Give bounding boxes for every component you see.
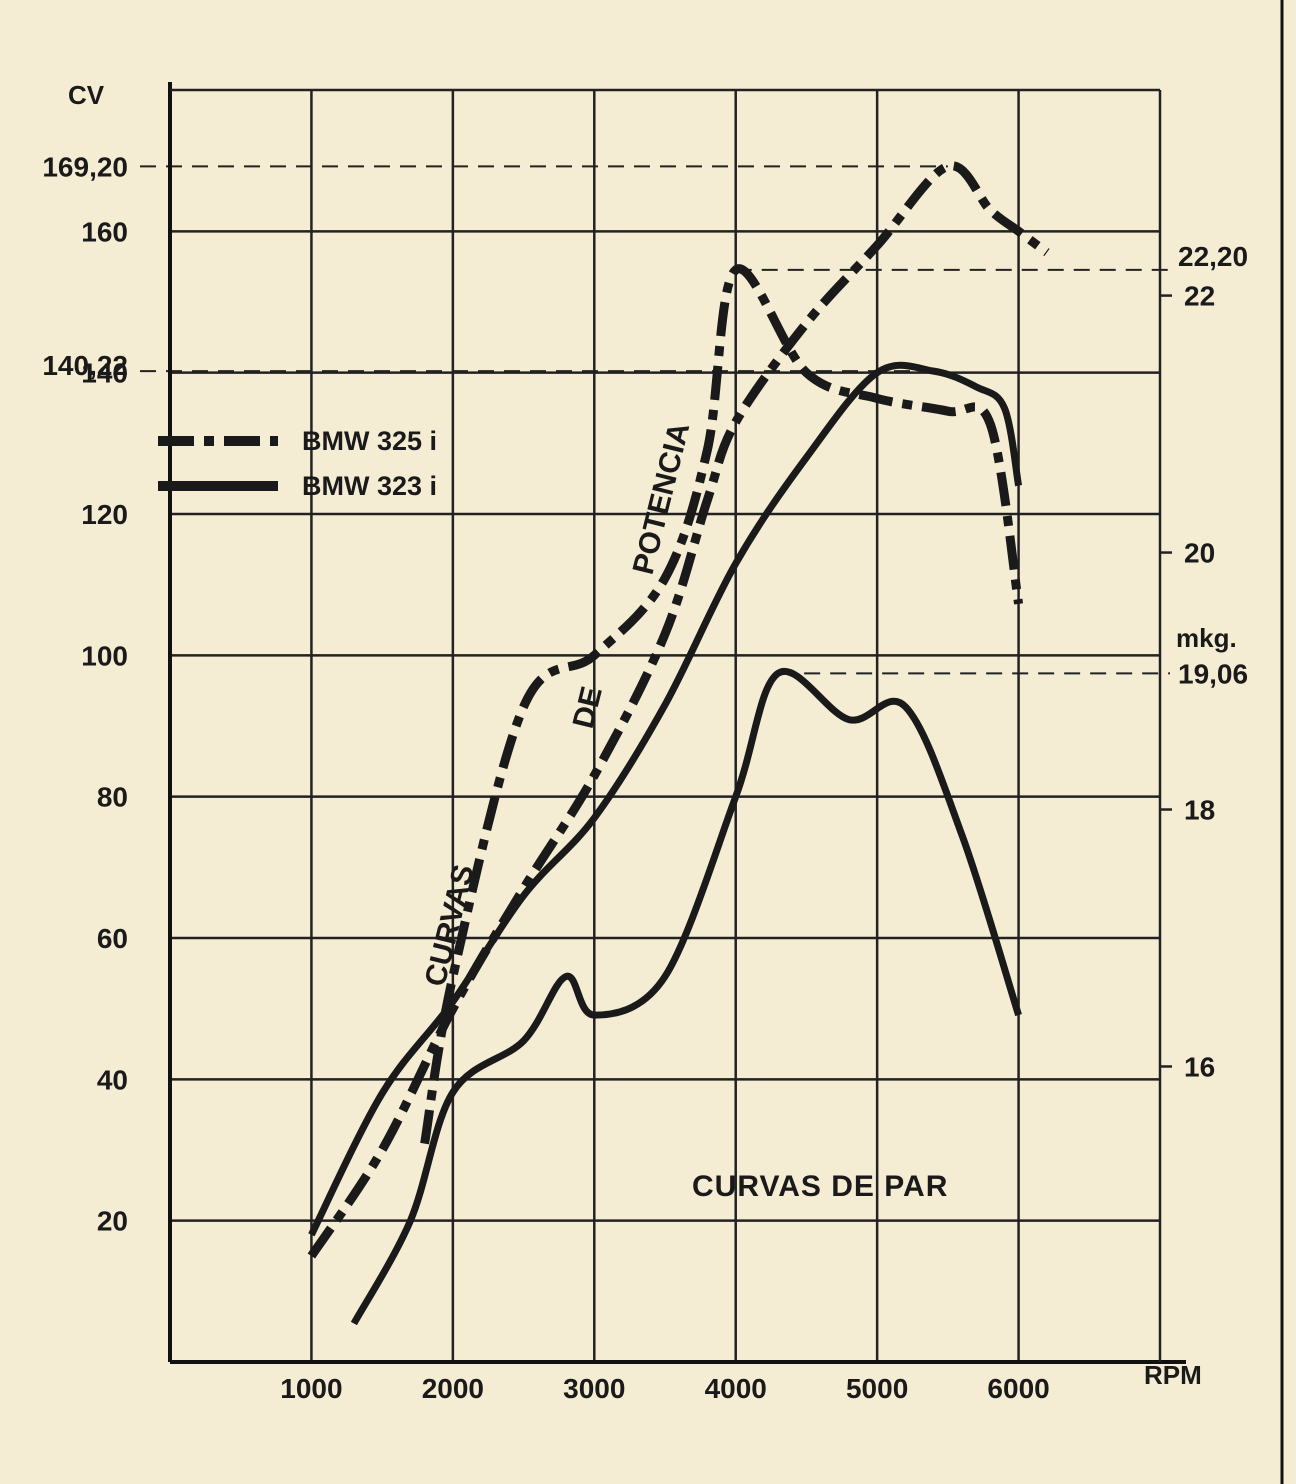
y-left-axis-label: CV [68, 80, 105, 110]
legend: BMW 325 i BMW 323 i [158, 426, 437, 501]
y-left-tick-80: 80 [97, 782, 128, 813]
annotation-curvas-de-par: CURVAS DE PAR [692, 1170, 948, 1203]
torque-curve-bmw-325-i [420, 264, 1024, 1145]
y-right-tick-22: 22 [1184, 281, 1215, 312]
torque-curve-bmw-323-i [350, 667, 1022, 1326]
power-curve-bmw-325-i [307, 161, 1050, 1259]
x-tick-1000: 1000 [280, 1373, 342, 1404]
y-left-tick-60: 60 [97, 923, 128, 954]
x-axis-label: RPM [1144, 1360, 1202, 1390]
y-left-extra-tick-1: 140,22 [42, 350, 128, 381]
tick-labels: 1000 2000 3000 4000 5000 6000 20 40 60 80 100 120 14… [42, 151, 1248, 1404]
x-tick-4000: 4000 [705, 1373, 767, 1404]
y-right-axis-label: mkg. [1176, 623, 1237, 653]
y-left-tick-120: 120 [81, 499, 128, 530]
curves [307, 161, 1050, 1326]
grid [140, 90, 1170, 1362]
x-tick-3000: 3000 [563, 1373, 625, 1404]
y-left-tick-40: 40 [97, 1064, 128, 1095]
legend-label-325i: BMW 325 i [302, 426, 437, 456]
y-right-tick-20: 20 [1184, 538, 1215, 569]
x-tick-5000: 5000 [846, 1373, 908, 1404]
x-tick-6000: 6000 [987, 1373, 1049, 1404]
y-right-extra-tick-1: 19,06 [1178, 658, 1248, 689]
y-left-tick-100: 100 [81, 640, 128, 671]
legend-label-323i: BMW 323 i [302, 471, 437, 501]
y-left-tick-160: 160 [81, 216, 128, 247]
y-left-extra-tick-0: 169,20 [42, 151, 128, 182]
y-right-tick-16: 16 [1184, 1051, 1215, 1082]
y-left-tick-20: 20 [97, 1206, 128, 1237]
axes [168, 82, 1186, 1364]
y-right-tick-18: 18 [1184, 795, 1215, 826]
y-left-tick-140: 140 [81, 358, 128, 389]
x-tick-2000: 2000 [422, 1373, 484, 1404]
y-right-extra-tick-0: 22,20 [1178, 241, 1248, 272]
